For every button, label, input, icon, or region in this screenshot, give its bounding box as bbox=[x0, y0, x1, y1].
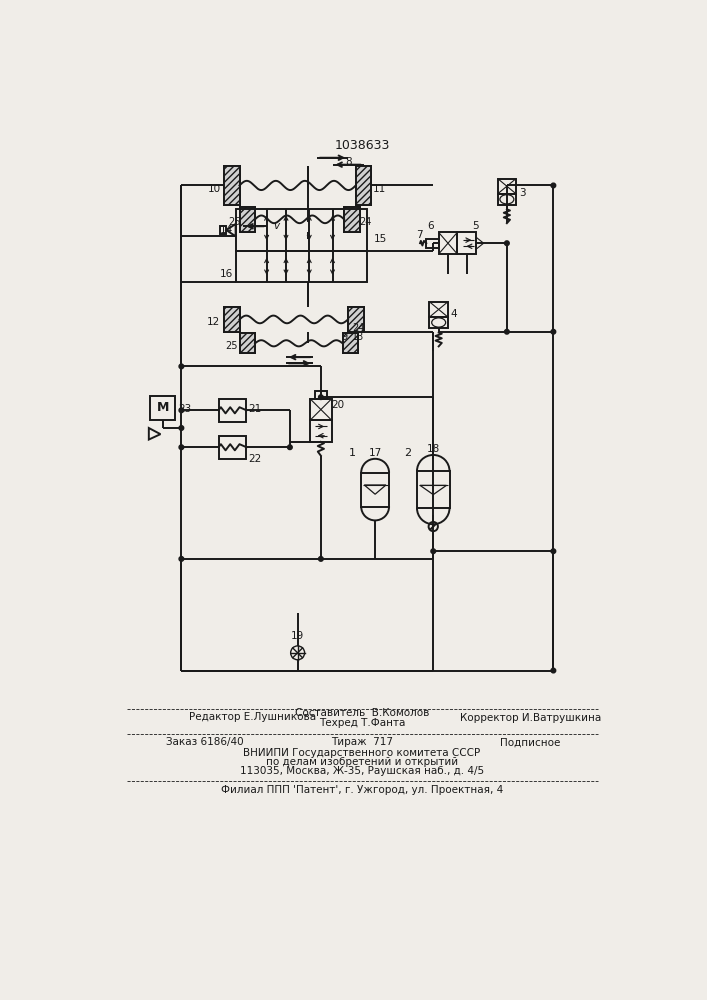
Text: Техред Т.Фанта: Техред Т.Фанта bbox=[319, 718, 405, 728]
Text: 16: 16 bbox=[220, 269, 233, 279]
Text: по делам изобретений и открытий: по делам изобретений и открытий bbox=[266, 757, 458, 767]
Bar bbox=[224, 166, 240, 205]
Text: 23: 23 bbox=[179, 404, 192, 414]
Text: 13: 13 bbox=[352, 332, 364, 342]
Bar bbox=[151, 396, 175, 420]
Text: v: v bbox=[274, 221, 280, 231]
Bar bbox=[348, 307, 363, 332]
Circle shape bbox=[551, 668, 556, 673]
Bar bbox=[315, 391, 327, 399]
Circle shape bbox=[179, 445, 184, 450]
Text: 4: 4 bbox=[451, 309, 457, 319]
Text: 1: 1 bbox=[349, 448, 356, 458]
Text: 25: 25 bbox=[228, 217, 240, 227]
Text: 18: 18 bbox=[426, 444, 440, 454]
Bar bbox=[361, 473, 389, 507]
Text: 11: 11 bbox=[373, 184, 385, 194]
Text: 14: 14 bbox=[220, 225, 233, 235]
Bar bbox=[224, 307, 240, 332]
Bar bbox=[235, 209, 368, 251]
Text: Подписное: Подписное bbox=[500, 737, 561, 747]
Text: 12: 12 bbox=[207, 317, 221, 327]
Circle shape bbox=[505, 241, 509, 246]
Text: M: M bbox=[156, 401, 169, 414]
Bar bbox=[240, 207, 255, 232]
Bar bbox=[426, 239, 438, 248]
Text: 15: 15 bbox=[373, 234, 387, 244]
Bar bbox=[344, 207, 360, 232]
Text: 19: 19 bbox=[291, 631, 304, 641]
Bar bbox=[240, 207, 255, 232]
Circle shape bbox=[288, 445, 292, 450]
Bar bbox=[310, 420, 332, 442]
Text: 24: 24 bbox=[352, 323, 364, 333]
Bar bbox=[240, 333, 255, 353]
Text: 10: 10 bbox=[207, 184, 221, 194]
Text: Составитель  В.Комолов: Составитель В.Комолов bbox=[295, 708, 429, 718]
Circle shape bbox=[319, 557, 323, 561]
Bar bbox=[235, 251, 368, 282]
Bar bbox=[220, 226, 226, 234]
Circle shape bbox=[551, 183, 556, 188]
Bar bbox=[343, 333, 358, 353]
Circle shape bbox=[431, 549, 436, 554]
Circle shape bbox=[179, 557, 184, 561]
Bar bbox=[498, 179, 516, 194]
Text: 22: 22 bbox=[248, 454, 262, 464]
Text: 2: 2 bbox=[404, 448, 411, 458]
Circle shape bbox=[551, 329, 556, 334]
Text: Тираж  717: Тираж 717 bbox=[331, 737, 393, 747]
Text: 5: 5 bbox=[472, 221, 479, 231]
Bar bbox=[429, 302, 448, 317]
Text: 6: 6 bbox=[428, 221, 434, 231]
Bar bbox=[356, 166, 371, 205]
Text: 25: 25 bbox=[226, 341, 238, 351]
Text: 20: 20 bbox=[332, 400, 344, 410]
Text: 21: 21 bbox=[248, 404, 262, 414]
Circle shape bbox=[179, 408, 184, 413]
Text: 1038633: 1038633 bbox=[334, 139, 390, 152]
Bar bbox=[310, 399, 332, 420]
Bar bbox=[224, 166, 240, 205]
Bar bbox=[438, 232, 457, 254]
Bar bbox=[344, 207, 360, 232]
Text: Редактор Е.Лушникова: Редактор Е.Лушникова bbox=[189, 712, 316, 722]
Bar bbox=[348, 307, 363, 332]
Text: 7: 7 bbox=[416, 231, 423, 240]
Bar bbox=[343, 333, 358, 353]
Circle shape bbox=[551, 549, 556, 554]
Bar bbox=[457, 232, 476, 254]
Text: 17: 17 bbox=[368, 448, 382, 458]
Bar bbox=[498, 194, 516, 205]
Text: Корректор И.Ватрушкина: Корректор И.Ватрушкина bbox=[460, 713, 601, 723]
Text: Заказ 6186/40: Заказ 6186/40 bbox=[166, 737, 243, 747]
Bar bbox=[429, 317, 448, 328]
Bar bbox=[417, 471, 450, 508]
Text: 113035, Москва, Ж-35, Раушская наб., д. 4/5: 113035, Москва, Ж-35, Раушская наб., д. … bbox=[240, 766, 484, 776]
Text: Филиал ППП 'Патент', г. Ужгород, ул. Проектная, 4: Филиал ППП 'Патент', г. Ужгород, ул. Про… bbox=[221, 785, 503, 795]
Bar bbox=[218, 399, 247, 422]
Bar bbox=[218, 436, 247, 459]
Circle shape bbox=[179, 426, 184, 430]
Circle shape bbox=[179, 364, 184, 369]
Text: ВНИИПИ Государственного комитета СССР: ВНИИПИ Государственного комитета СССР bbox=[243, 748, 481, 758]
Bar bbox=[224, 307, 240, 332]
Text: 3: 3 bbox=[519, 188, 526, 198]
Text: 8: 8 bbox=[345, 157, 352, 167]
Circle shape bbox=[319, 395, 323, 400]
Text: 9: 9 bbox=[341, 332, 347, 342]
Text: 24: 24 bbox=[359, 217, 371, 227]
Bar bbox=[356, 166, 371, 205]
Circle shape bbox=[505, 329, 509, 334]
Bar bbox=[240, 333, 255, 353]
